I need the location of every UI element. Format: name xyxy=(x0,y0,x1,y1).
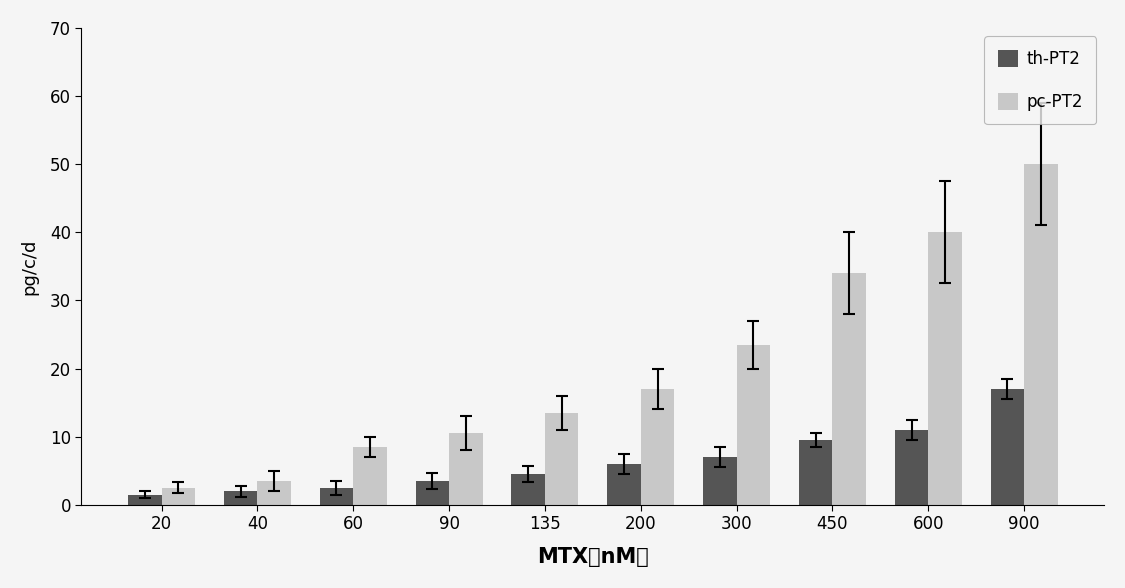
Bar xyxy=(832,273,866,505)
Bar xyxy=(991,389,1024,505)
Bar xyxy=(608,464,641,505)
Bar xyxy=(544,413,578,505)
Bar xyxy=(319,488,353,505)
Bar xyxy=(258,481,291,505)
Bar xyxy=(449,433,483,505)
Bar xyxy=(641,389,674,505)
Bar xyxy=(162,488,195,505)
Bar xyxy=(224,491,258,505)
Bar xyxy=(128,495,162,505)
Bar xyxy=(415,481,449,505)
Y-axis label: pg/c/d: pg/c/d xyxy=(21,238,39,295)
Bar xyxy=(703,457,737,505)
Bar xyxy=(799,440,832,505)
Bar xyxy=(737,345,771,505)
Bar xyxy=(894,430,928,505)
Bar xyxy=(512,474,544,505)
Bar xyxy=(928,232,962,505)
Legend: th-PT2, pc-PT2: th-PT2, pc-PT2 xyxy=(984,36,1096,124)
Bar xyxy=(353,447,387,505)
X-axis label: MTX（nM）: MTX（nM） xyxy=(537,547,649,567)
Bar xyxy=(1024,164,1058,505)
